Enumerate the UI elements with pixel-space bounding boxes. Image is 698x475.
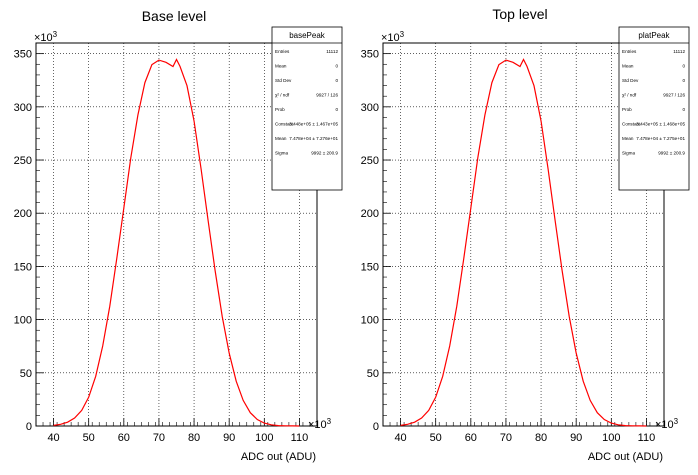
stats-row-label: Sigma <box>622 151 635 156</box>
x-axis-multiplier: ×103 <box>655 417 679 431</box>
y-tick-label: 0 <box>26 421 32 433</box>
x-tick-label: 80 <box>188 432 200 444</box>
stats-row-value: 0 <box>682 64 685 69</box>
chart-title: Base level <box>142 8 207 24</box>
y-tick-label: 150 <box>361 261 379 273</box>
stats-box-name: basePeak <box>289 31 326 40</box>
stats-row-label: Prob <box>622 107 632 112</box>
stats-row-label: Mean <box>275 136 287 141</box>
fit-curve <box>53 58 300 427</box>
x-axis-label: ADC out (ADU) <box>241 451 316 463</box>
stats-row-value: 9992 ± 200.9 <box>311 151 338 156</box>
x-tick-label: 70 <box>500 432 512 444</box>
stats-row-value: 9992 ± 200.9 <box>658 151 685 156</box>
stats-box: basePeak Entries 11112 Mean 0 Std Dev 0 χ² / n… <box>271 26 343 191</box>
x-axis-multiplier: ×103 <box>308 417 332 431</box>
stats-row-value: 0 <box>682 78 685 83</box>
x-tick-label: 110 <box>638 432 656 444</box>
x-tick-label: 50 <box>83 432 95 444</box>
stats-box-name: platPeak <box>638 31 670 40</box>
y-tick-label: 200 <box>361 208 379 220</box>
fit-curve <box>400 58 647 427</box>
y-axis-multiplier: ×103 <box>34 30 58 44</box>
y-tick-label: 350 <box>361 49 379 61</box>
stats-row-value: 7.478e+04 ± 7.275e+01 <box>636 136 685 141</box>
y-tick-label: 200 <box>14 208 32 220</box>
stats-row-label: Sigma <box>275 151 288 156</box>
stats-row-value: 9927 / 126 <box>663 93 685 98</box>
stats-box: platPeak Entries 11112 Mean 0 Std Dev 0 χ² / n… <box>618 26 690 191</box>
base-level-panel: Base level 40 50 60 70 80 90 100 110 0 50 100 150 20… <box>14 8 343 463</box>
stats-row-label: Mean <box>275 64 287 69</box>
x-tick-label: 90 <box>223 432 235 444</box>
y-tick-label: 100 <box>361 315 379 327</box>
stats-row-label: Std Dev <box>622 78 639 83</box>
stats-row-value: 7.478e+04 ± 7.276e+01 <box>289 136 338 141</box>
x-tick-label: 40 <box>394 432 406 444</box>
stats-row-label: χ² / ndf <box>622 93 637 98</box>
y-tick-label: 50 <box>367 368 379 380</box>
x-tick-label: 90 <box>570 432 582 444</box>
stats-row-value: 9927 / 126 <box>316 93 338 98</box>
stats-row-label: Constant <box>275 122 294 127</box>
stats-row-label: Constant <box>622 122 641 127</box>
stats-row-label: Prob <box>275 107 285 112</box>
stats-row-label: χ² / ndf <box>275 93 290 98</box>
axis-ticks <box>382 42 665 427</box>
x-tick-label: 100 <box>602 432 620 444</box>
x-tick-label: 110 <box>291 432 309 444</box>
y-tick-label: 250 <box>14 155 32 167</box>
stats-row-label: Entries <box>275 49 290 54</box>
stats-row-label: Mean <box>622 136 634 141</box>
x-tick-label: 60 <box>465 432 477 444</box>
y-tick-label: 350 <box>14 49 32 61</box>
stats-row-label: Entries <box>622 49 637 54</box>
stats-row-value: 0 <box>682 107 685 112</box>
chart-title: Top level <box>492 6 547 22</box>
stats-row-value: 11112 <box>326 49 338 54</box>
y-tick-label: 300 <box>14 102 32 114</box>
stats-row-value: 0 <box>335 78 338 83</box>
tick-labels: 40 50 60 70 80 90 100 110 0 50 100 150 200 250 300 350 <box>361 49 656 444</box>
y-tick-label: 250 <box>361 155 379 167</box>
stats-row-label: Std Dev <box>275 78 292 83</box>
stats-rows: Entries 11112 Mean 0 Std Dev 0 χ² / ndf 9927 / … <box>622 49 685 156</box>
stats-row-value: 3.448e+05 ± 1.467e+05 <box>289 122 338 127</box>
y-tick-label: 100 <box>14 315 32 327</box>
y-tick-label: 50 <box>20 368 32 380</box>
stats-rows: Entries 11112 Mean 0 Std Dev 0 χ² / ndf 9927 / … <box>275 49 338 156</box>
top-level-panel: Top level 40 50 60 70 80 90 100 110 0 50 100 150 200… <box>361 6 690 463</box>
y-tick-label: 300 <box>361 102 379 114</box>
stats-row-value: 3.443e+05 ± 1.468e+05 <box>636 122 685 127</box>
stats-row-value: 0 <box>335 107 338 112</box>
x-tick-label: 50 <box>430 432 442 444</box>
tick-labels: 40 50 60 70 80 90 100 110 0 50 100 150 200 250 300 350 <box>14 49 309 444</box>
x-axis-label: ADC out (ADU) <box>588 451 663 463</box>
x-tick-label: 40 <box>47 432 59 444</box>
axis-ticks <box>35 42 318 427</box>
y-tick-label: 0 <box>373 421 379 433</box>
y-axis-multiplier: ×103 <box>381 30 405 44</box>
x-tick-label: 60 <box>118 432 130 444</box>
x-tick-label: 80 <box>535 432 547 444</box>
x-tick-label: 70 <box>153 432 165 444</box>
stats-row-value: 11112 <box>673 49 685 54</box>
x-tick-label: 100 <box>255 432 273 444</box>
y-tick-label: 150 <box>14 261 32 273</box>
stats-row-value: 0 <box>335 64 338 69</box>
stats-row-label: Mean <box>622 64 634 69</box>
